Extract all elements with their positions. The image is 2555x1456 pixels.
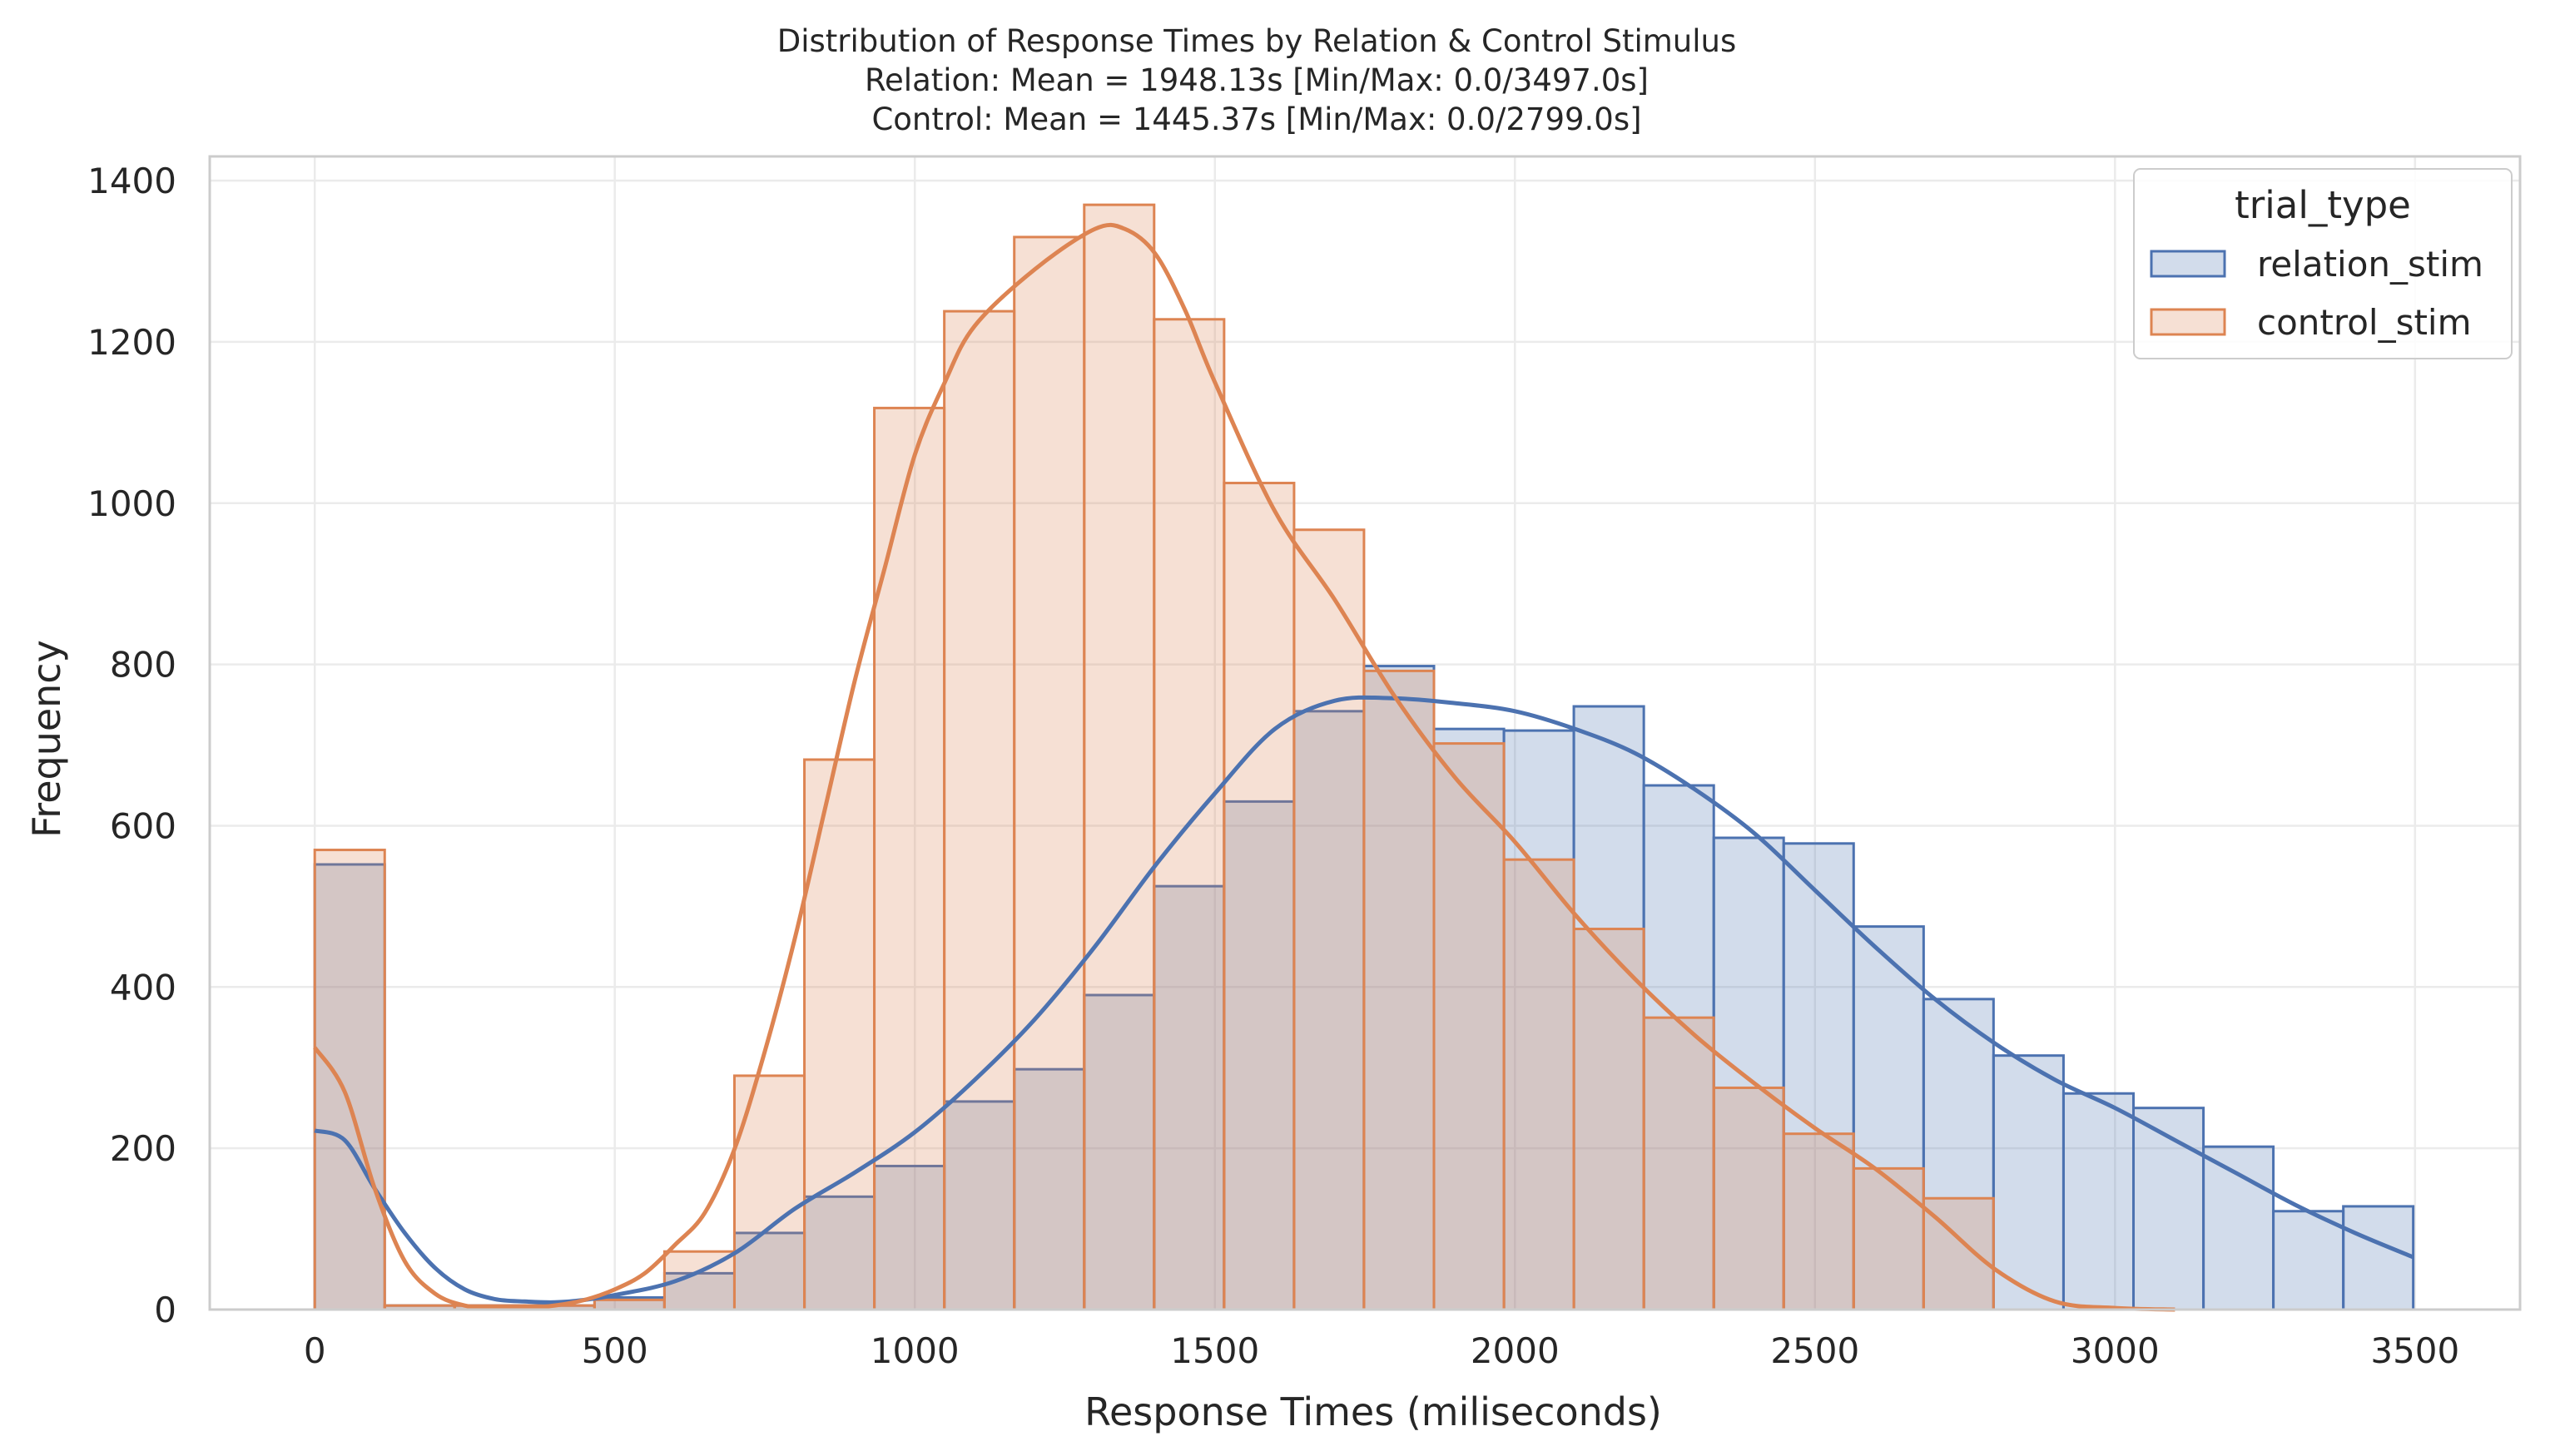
x-tick-label: 3500: [2370, 1330, 2459, 1371]
kde-lines: [313, 222, 2414, 1312]
legend-title: trial_type: [2235, 183, 2411, 227]
legend-swatch-control-stim: [2150, 308, 2226, 336]
x-tick-label: 500: [582, 1330, 648, 1371]
title-line-2: Relation: Mean = 1948.13s [Min/Max: 0.0/…: [865, 62, 1649, 98]
y-tick-label: 400: [110, 967, 176, 1008]
legend-label-relation-stim: relation_stim: [2257, 244, 2483, 285]
y-tick-label: 1000: [87, 483, 176, 524]
x-axis-label: Response Times (miliseconds): [1084, 1389, 1662, 1434]
legend: trial_type relation_stim control_stim: [2133, 168, 2513, 359]
y-tick-label: 800: [110, 645, 176, 686]
legend-swatch-relation-stim: [2150, 250, 2226, 278]
legend-label-control-stim: control_stim: [2257, 302, 2472, 343]
y-tick-label: 600: [110, 805, 176, 846]
x-tick-label: 2500: [1770, 1330, 1859, 1371]
chart-title: Distribution of Response Times by Relati…: [777, 23, 1737, 137]
x-tick-label: 2000: [1471, 1330, 1560, 1371]
x-tick-label: 0: [304, 1330, 326, 1371]
title-line-3: Control: Mean = 1445.37s [Min/Max: 0.0/2…: [871, 102, 1641, 137]
y-axis-ticks: 0 200 400 600 800 1000 1200 1400: [87, 161, 176, 1330]
x-tick-label: 1500: [1170, 1330, 1259, 1371]
title-line-1: Distribution of Response Times by Relati…: [777, 23, 1737, 59]
control-stim-kde-line: [313, 222, 2175, 1312]
legend-box: [2133, 168, 2513, 359]
x-tick-label: 1000: [871, 1330, 960, 1371]
y-axis-label: Frequency: [24, 640, 69, 838]
plot-frame: [208, 155, 2522, 1311]
y-tick-label: 1200: [87, 322, 176, 363]
relation-stim-kde-line: [314, 695, 2414, 1305]
y-tick-label: 200: [110, 1128, 176, 1169]
x-tick-label: 3000: [2071, 1330, 2160, 1371]
y-tick-label: 0: [154, 1290, 176, 1330]
x-axis-ticks: 0 500 1000 1500 2000 2500 3000 3500: [304, 1330, 2459, 1371]
y-tick-label: 1400: [87, 161, 176, 201]
